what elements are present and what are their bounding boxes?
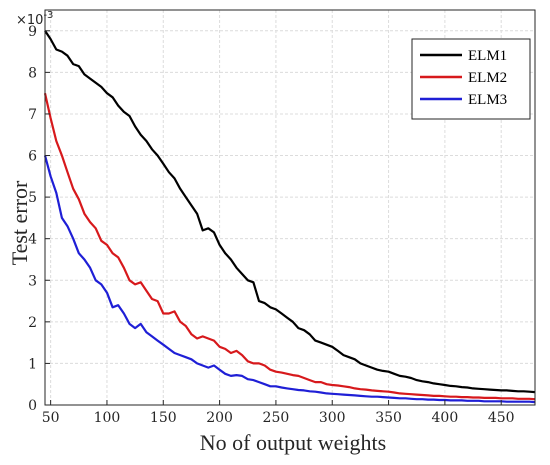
y-multiplier-label: ×10-3 [16,10,53,28]
y-tick-label: 5 [28,190,37,206]
series-line-elm3 [43,155,536,404]
y-tick-label: 4 [28,232,37,248]
legend-box [411,38,531,120]
y-tick-label: 2 [28,315,37,331]
series-line-elm1 [44,30,536,394]
legend: ELM1 ELM2 ELM3 [411,38,531,120]
legend-label: ELM1 [468,48,507,64]
plot-frame [44,9,536,406]
series-group [43,30,536,404]
legend-label: ELM2 [468,70,507,86]
x-tick-label: 400 [432,410,459,426]
ticks-group: 50 100 150 200 250 300 350 400 450 0 1 2 3 4 5 6 7 8 9 [28,24,514,426]
y-tick-label: 8 [28,65,37,81]
x-tick-label: 450 [488,410,515,426]
y-tick-label: 7 [28,107,37,123]
y-multiplier-base: ×10 [16,13,43,28]
x-tick-label: 350 [375,410,402,426]
x-tick-label: 250 [263,410,290,426]
x-tick-label: 50 [42,410,60,426]
x-tick-label: 100 [94,410,121,426]
y-tick-label: 9 [28,24,37,40]
x-tick-label: 150 [150,410,177,426]
y-multiplier-exponent: -3 [43,10,53,21]
y-tick-label: 0 [28,398,37,414]
y-axis-title: Test error [7,180,32,265]
legend-label: ELM3 [468,92,507,108]
y-tick-label: 3 [28,273,37,289]
x-axis-title: No of output weights [200,430,386,455]
series-line-elm2 [43,92,536,401]
x-tick-label: 300 [319,410,346,426]
x-tick-label: 200 [206,410,233,426]
y-tick-label: 6 [28,149,37,165]
y-tick-label: 1 [28,356,37,372]
